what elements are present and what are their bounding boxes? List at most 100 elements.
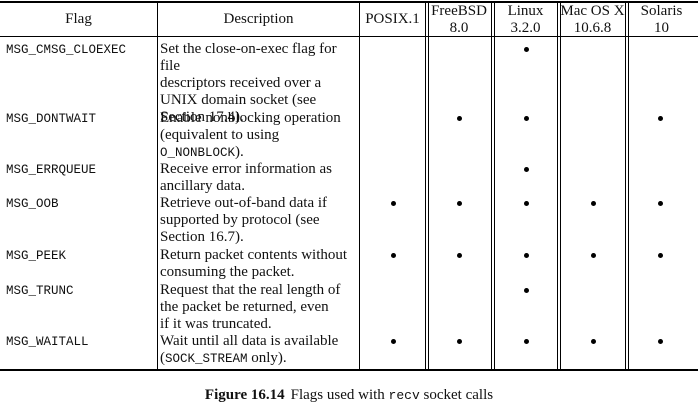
description-line: UNIX domain socket (see bbox=[160, 92, 358, 109]
caption-code: recv bbox=[388, 388, 420, 403]
header-linux: Linux 3.2.0 bbox=[493, 3, 558, 36]
description-text: ). bbox=[235, 144, 244, 160]
support-bullet-macos bbox=[590, 253, 596, 258]
support-bullet-solaris bbox=[657, 253, 663, 258]
support-bullet-solaris bbox=[657, 201, 663, 206]
support-bullet-solaris bbox=[657, 116, 663, 121]
description-text: ancillary data. bbox=[160, 178, 245, 194]
description-text: descriptors received over a bbox=[160, 75, 322, 91]
caption-text: Flags used with bbox=[290, 387, 389, 403]
support-bullet-posix bbox=[390, 339, 396, 344]
description-text: supported by protocol (see bbox=[160, 212, 320, 228]
column-divider bbox=[557, 3, 558, 369]
support-bullet-linux bbox=[523, 167, 529, 172]
flag-description: Request that the real length of the packe… bbox=[160, 282, 358, 333]
header-solaris-name: Solaris bbox=[640, 2, 683, 19]
support-bullet-linux bbox=[523, 201, 529, 206]
description-text: if it was truncated. bbox=[160, 316, 272, 332]
header-flag: Flag bbox=[0, 3, 157, 36]
column-divider bbox=[560, 3, 561, 369]
description-text: Set the close-on-exec flag for file bbox=[160, 41, 337, 74]
header-linux-version: 3.2.0 bbox=[510, 19, 541, 36]
header-macos-version: 10.6.8 bbox=[573, 19, 612, 36]
support-bullet-macos bbox=[590, 201, 596, 206]
support-bullet-freebsd bbox=[456, 253, 462, 258]
description-line: supported by protocol (see bbox=[160, 212, 358, 229]
header-freebsd: FreeBSD 8.0 bbox=[427, 3, 491, 36]
column-divider bbox=[494, 3, 495, 369]
column-divider bbox=[628, 3, 629, 369]
description-line: Section 17.4). bbox=[160, 109, 358, 126]
header-freebsd-name: FreeBSD bbox=[431, 2, 487, 19]
support-bullet-freebsd bbox=[456, 201, 462, 206]
support-bullet-solaris bbox=[657, 339, 663, 344]
flag-name: MSG_WAITALL bbox=[6, 335, 89, 349]
description-text: Enable nonblocking operation bbox=[160, 110, 341, 126]
flag-description: Return packet contents without consuming … bbox=[160, 247, 358, 281]
description-text: (equivalent to using bbox=[160, 127, 280, 143]
header-solaris: Solaris 10 bbox=[627, 3, 696, 36]
flag-description: Retrieve out-of-band data if supported by… bbox=[160, 195, 358, 246]
description-text: Retrieve out-of-band data if bbox=[160, 195, 328, 211]
description-text: UNIX domain socket (see bbox=[160, 92, 317, 108]
description-line: Return packet contents without bbox=[160, 247, 358, 264]
column-divider bbox=[359, 3, 360, 369]
support-bullet-linux bbox=[523, 47, 529, 52]
header-macos-name: Mac OS X bbox=[560, 2, 625, 19]
description-text: Receive error information as bbox=[160, 161, 333, 177]
flag-name: MSG_DONTWAIT bbox=[6, 112, 97, 126]
description-line: (equivalent to using bbox=[160, 127, 358, 144]
description-line: Receive error information as bbox=[160, 161, 358, 178]
support-bullet-linux bbox=[523, 339, 529, 344]
description-text: Section 16.7). bbox=[160, 229, 244, 245]
description-text: consuming the packet. bbox=[160, 264, 295, 280]
description-line: descriptors received over a bbox=[160, 75, 358, 92]
column-divider bbox=[428, 3, 429, 369]
flag-name: MSG_PEEK bbox=[6, 249, 67, 263]
caption-text-end: socket calls bbox=[419, 387, 494, 403]
support-bullet-freebsd bbox=[456, 339, 462, 344]
description-line: Request that the real length of bbox=[160, 282, 358, 299]
figure-caption: Figure 16.14 Flags used with recv socket … bbox=[0, 386, 698, 405]
code-text: SOCK_STREAM bbox=[165, 352, 248, 366]
header-description-label: Description bbox=[223, 11, 294, 27]
column-divider bbox=[157, 3, 158, 369]
support-bullet-macos bbox=[590, 339, 596, 344]
support-bullet-linux bbox=[523, 288, 529, 293]
header-solaris-version: 10 bbox=[653, 19, 669, 36]
header-flag-label: Flag bbox=[65, 11, 92, 27]
description-line: Set the close-on-exec flag for file bbox=[160, 41, 358, 75]
flag-name: MSG_CMSG_CLOEXEC bbox=[6, 43, 127, 57]
table-header-rule bbox=[0, 36, 698, 37]
description-line: Section 16.7). bbox=[160, 229, 358, 246]
header-macos: Mac OS X 10.6.8 bbox=[559, 3, 626, 36]
description-line: Enable nonblocking operation bbox=[160, 110, 358, 127]
table-bottom-rule bbox=[0, 369, 698, 371]
header-freebsd-version: 8.0 bbox=[449, 19, 469, 36]
header-description: Description bbox=[158, 3, 359, 36]
flag-name: MSG_OOB bbox=[6, 197, 59, 211]
column-divider bbox=[425, 3, 426, 369]
code-text: O_NONBLOCK bbox=[160, 146, 236, 160]
description-line: O_NONBLOCK). bbox=[160, 144, 358, 162]
description-text: Section 17.4). bbox=[160, 109, 244, 125]
description-text: Wait until all data is available bbox=[160, 333, 339, 349]
header-posix: POSIX.1 bbox=[359, 3, 426, 36]
column-divider bbox=[625, 3, 626, 369]
support-bullet-posix bbox=[390, 201, 396, 206]
header-linux-name: Linux bbox=[507, 2, 544, 19]
table-top-rule bbox=[0, 1, 698, 3]
support-bullet-linux bbox=[523, 253, 529, 258]
support-bullet-linux bbox=[523, 116, 529, 121]
flag-description: Receive error information as ancillary da… bbox=[160, 161, 358, 195]
description-text: Request that the real length of bbox=[160, 282, 341, 298]
description-line: the packet be returned, even bbox=[160, 299, 358, 316]
description-text: ( bbox=[160, 350, 165, 366]
description-line: if it was truncated. bbox=[160, 316, 358, 333]
description-text: the packet be returned, even bbox=[160, 299, 329, 315]
flag-name: MSG_TRUNC bbox=[6, 284, 74, 298]
description-line: consuming the packet. bbox=[160, 264, 358, 281]
description-text: only). bbox=[247, 350, 287, 366]
description-text: Return packet contents without bbox=[160, 247, 348, 263]
